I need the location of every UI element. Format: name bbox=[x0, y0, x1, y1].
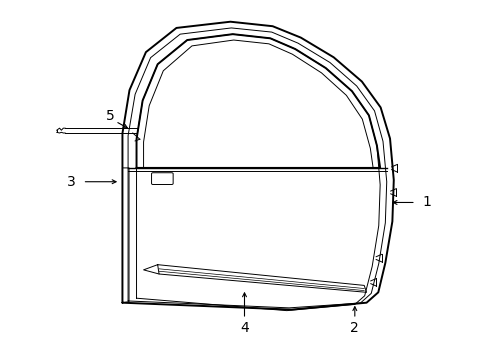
Text: 5: 5 bbox=[106, 109, 115, 123]
Text: 2: 2 bbox=[350, 321, 359, 335]
Text: 1: 1 bbox=[422, 195, 431, 210]
Text: 4: 4 bbox=[240, 321, 248, 335]
Text: 3: 3 bbox=[67, 175, 75, 189]
